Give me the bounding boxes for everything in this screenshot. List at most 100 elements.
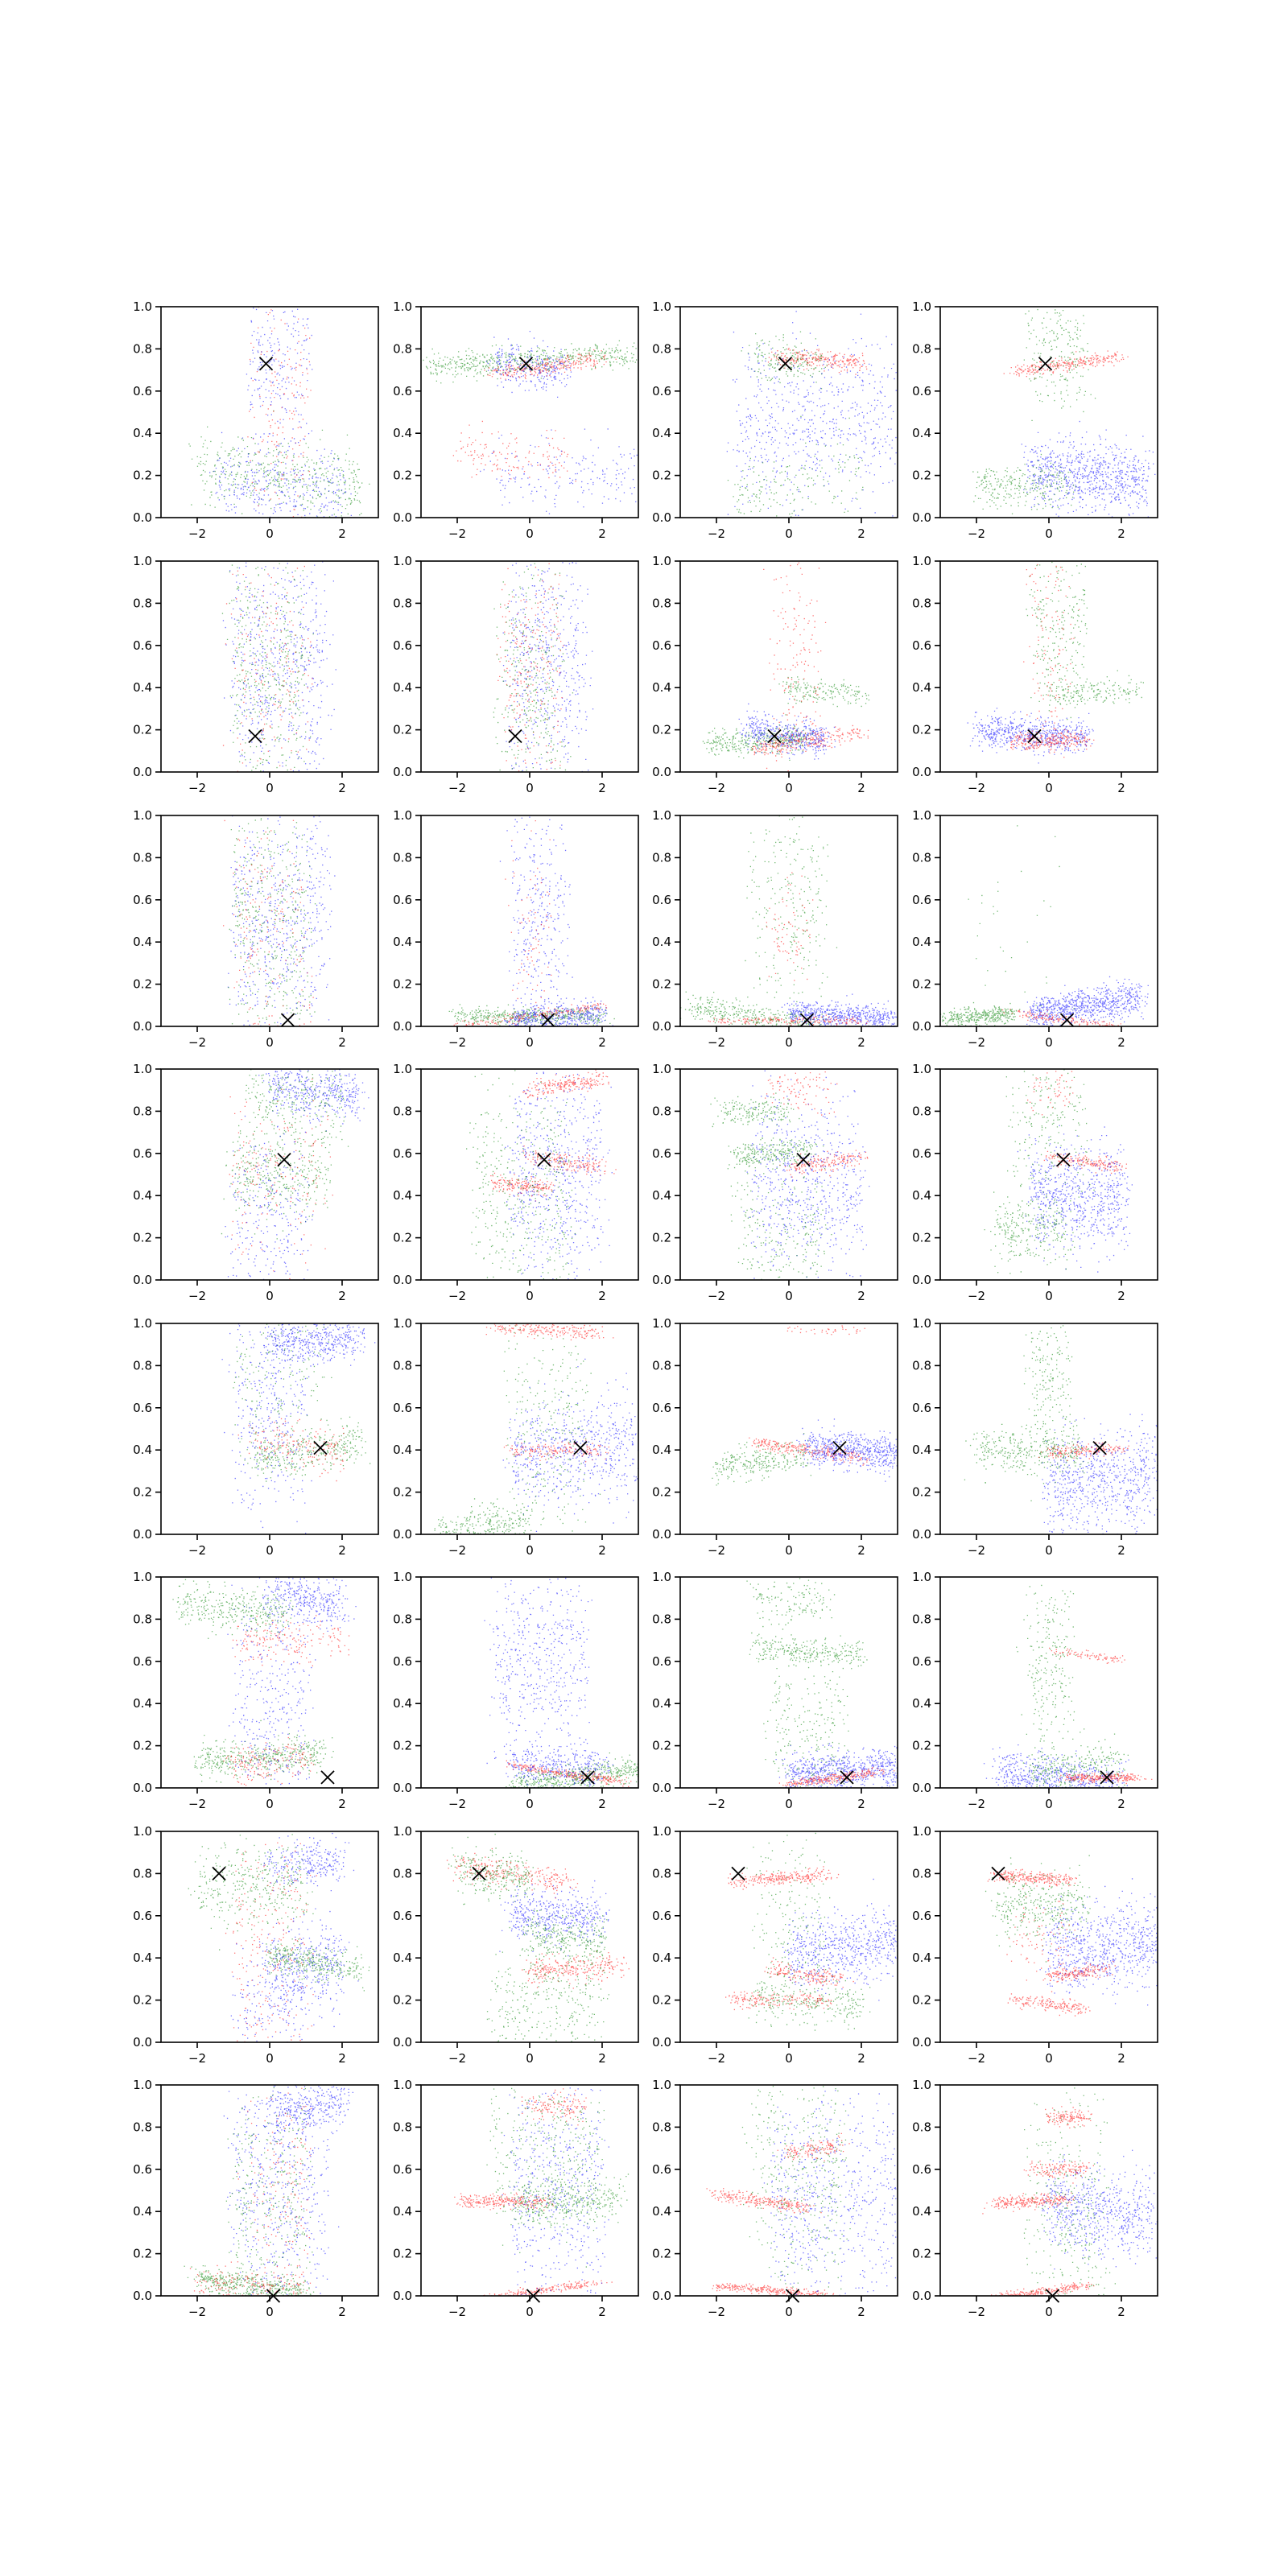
y-tick-label: 1.0 [393, 1570, 412, 1584]
x-tick-label: 2 [1117, 1289, 1125, 1303]
y-tick-label: 0.4 [652, 2204, 671, 2219]
panel-r5-c4: −2 0 2 0.0 0.2 0.4 0.6 0.8 1.0 [912, 1316, 1158, 1558]
y-tick-label: 0.0 [652, 1781, 671, 1795]
cluster-green [522, 1906, 609, 1966]
panel-r1-c3: −2 0 2 0.0 0.2 0.4 0.6 0.8 1.0 [652, 299, 898, 541]
panel-r1-c2: −2 0 2 0.0 0.2 0.4 0.6 0.8 1.0 [393, 299, 639, 541]
panel-frame [420, 1323, 639, 1535]
y-tick-label: 0.8 [133, 850, 152, 865]
panel-r7-c4: −2 0 2 0.0 0.2 0.4 0.6 0.8 1.0 [912, 1824, 1158, 2066]
y-tick-label: 0.2 [652, 1739, 671, 1753]
x-tick-label: 2 [1117, 2051, 1125, 2066]
y-tick-label: 0.6 [912, 1909, 931, 1923]
scatter-points [223, 815, 336, 1026]
y-tick-label: 0.6 [652, 1654, 671, 1669]
cluster-blue [983, 1744, 1129, 1788]
panel-r4-c4: −2 0 2 0.0 0.2 0.4 0.6 0.8 1.0 [912, 1062, 1158, 1303]
scatter-points [982, 2087, 1158, 2296]
cluster-red [1042, 1961, 1116, 1983]
cluster-blue [1023, 976, 1149, 1026]
y-tick-label: 0.4 [912, 426, 931, 440]
y-tick-label: 0.8 [652, 596, 671, 610]
cluster-green [728, 1117, 832, 1280]
cluster-blue [967, 708, 1094, 764]
y-tick-label: 1.0 [652, 1062, 671, 1076]
y-tick-label: 0.0 [912, 1273, 931, 1287]
y-tick-label: 1.0 [652, 299, 671, 314]
y-tick-label: 1.0 [393, 1824, 412, 1839]
y-tick-label: 0.6 [912, 2162, 931, 2177]
panel-frame [939, 815, 1158, 1027]
y-tick-label: 0.0 [652, 2289, 671, 2303]
y-tick-label: 0.8 [652, 1612, 671, 1626]
scatter-points [434, 1323, 638, 1534]
y-tick-label: 0.0 [912, 510, 931, 525]
x-tick-label: 2 [338, 526, 346, 541]
cluster-blue [1042, 1414, 1158, 1534]
y-tick-label: 1.0 [133, 2078, 152, 2092]
cluster-green [172, 1579, 294, 1649]
cluster-blue [763, 2090, 898, 2296]
cluster-red [484, 349, 617, 380]
panel-r6-c1: −2 0 2 0.0 0.2 0.4 0.6 0.8 1.0 [133, 1570, 379, 1811]
y-tick-label: 0.2 [912, 1993, 931, 2008]
y-tick-label: 0.2 [133, 1993, 152, 2008]
cluster-blue [1021, 420, 1158, 518]
x-tick-label: −2 [188, 1797, 206, 1811]
x-tick-label: 0 [526, 1797, 534, 1811]
cluster-red [503, 1439, 609, 1463]
cluster-red [987, 1868, 1077, 1887]
cluster-green [741, 2086, 854, 2296]
y-tick-label: 0.8 [652, 341, 671, 356]
y-tick-label: 0.0 [652, 1273, 671, 1287]
cluster-red [779, 1150, 869, 1178]
scatter-points [493, 562, 594, 772]
y-tick-label: 0.2 [652, 1485, 671, 1500]
cluster-red [1045, 2106, 1092, 2128]
y-tick-label: 0.4 [393, 2204, 412, 2219]
y-tick-label: 0.4 [912, 1188, 931, 1203]
y-tick-label: 0.2 [133, 1739, 152, 1753]
panel-frame [160, 1831, 379, 2043]
y-tick-label: 0.8 [133, 596, 152, 610]
cluster-blue [743, 1070, 870, 1279]
y-tick-label: 0.0 [393, 510, 412, 525]
x-tick-label: 0 [526, 1289, 534, 1303]
y-tick-label: 0.8 [393, 1104, 412, 1118]
panel-r8-c4: −2 0 2 0.0 0.2 0.4 0.6 0.8 1.0 [912, 2078, 1158, 2319]
cluster-blue [1039, 1878, 1158, 2006]
cluster-red [247, 307, 312, 518]
y-tick-label: 0.8 [133, 341, 152, 356]
x-tick-label: 2 [1117, 2305, 1125, 2319]
x-tick-label: −2 [188, 2051, 206, 2066]
cluster-blue [782, 1878, 898, 2002]
y-tick-label: 0.6 [652, 638, 671, 653]
y-tick-label: 1.0 [133, 1316, 152, 1331]
x-tick-label: 0 [785, 2305, 793, 2319]
cluster-green [225, 2087, 314, 2296]
y-tick-label: 0.4 [133, 1188, 152, 1203]
y-tick-label: 1.0 [652, 1316, 671, 1331]
x-tick-label: −2 [968, 2051, 985, 2066]
x-tick-label: 0 [266, 1797, 274, 1811]
cluster-red [522, 1146, 617, 1176]
cluster-green [940, 1002, 1030, 1026]
x-tick-label: −2 [188, 781, 206, 795]
x-tick-label: 2 [1117, 1543, 1125, 1558]
cluster-green [749, 1955, 871, 2031]
x-marker [212, 1866, 226, 1881]
panel-r4-c3: −2 0 2 0.0 0.2 0.4 0.6 0.8 1.0 [652, 1062, 898, 1303]
y-tick-label: 0.2 [912, 2247, 931, 2261]
y-tick-label: 0.0 [912, 2289, 931, 2303]
x-tick-label: −2 [708, 1035, 725, 1050]
y-tick-label: 0.8 [393, 341, 412, 356]
y-tick-label: 0.0 [652, 765, 671, 779]
y-tick-label: 0.6 [912, 1146, 931, 1161]
cluster-green [710, 1092, 795, 1128]
panel-frame [679, 2084, 898, 2297]
y-tick-label: 0.8 [652, 1358, 671, 1373]
y-tick-label: 1.0 [912, 1824, 931, 1839]
x-tick-label: 2 [857, 781, 865, 795]
y-tick-label: 0.0 [652, 1527, 671, 1542]
cluster-blue [485, 331, 572, 398]
